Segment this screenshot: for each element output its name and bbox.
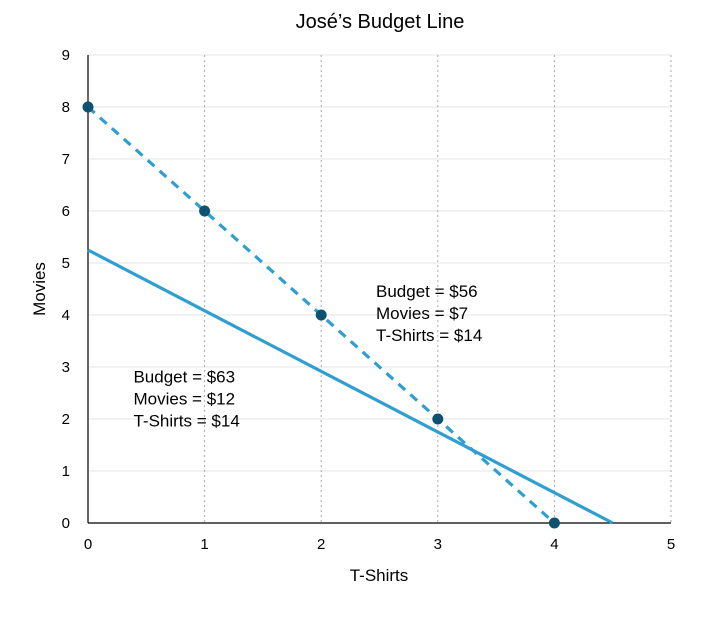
y-tick-label: 3: [62, 359, 70, 376]
series-layer: [82, 101, 614, 529]
y-tick-label: 6: [62, 203, 70, 220]
annotation-line: Budget = $56: [376, 282, 478, 301]
annotation-line: T-Shirts = $14: [133, 412, 239, 431]
grid: [88, 54, 672, 523]
budget-line-solid: [87, 248, 614, 525]
y-tick-label: 7: [62, 151, 70, 168]
annotation-solid-budget: Budget = $63 Movies = $12 T-Shirts = $14: [133, 368, 239, 431]
data-point: [82, 101, 94, 113]
y-axis-label: Movies: [30, 262, 49, 316]
x-tick-label: 1: [200, 536, 208, 553]
chart-title: José’s Budget Line: [296, 11, 465, 33]
y-tick-label: 4: [62, 307, 70, 324]
x-tick-label: 5: [667, 536, 675, 553]
x-tick-label: 2: [317, 536, 325, 553]
x-tick-label: 4: [550, 536, 558, 553]
annotation-line: T-Shirts = $14: [376, 326, 482, 345]
axes: [87, 55, 671, 524]
annotation-dashed-budget: Budget = $56 Movies = $7 T-Shirts = $14: [376, 282, 482, 345]
annotation-line: Movies = $12: [133, 390, 235, 409]
data-point: [548, 517, 560, 529]
data-point: [315, 309, 327, 321]
y-tick-label: 5: [62, 255, 70, 272]
x-tick-label: 3: [434, 536, 442, 553]
annotations: Budget = $56 Movies = $7 T-Shirts = $14Bud…: [133, 282, 482, 431]
x-axis-label: T-Shirts: [350, 566, 409, 585]
data-point: [432, 413, 444, 425]
y-tick-label: 1: [62, 463, 70, 480]
y-tick-label: 8: [62, 99, 70, 116]
annotation-line: Movies = $7: [376, 304, 468, 323]
y-tick-label: 9: [62, 47, 70, 64]
x-tick-label: 0: [84, 536, 92, 553]
y-tick-label: 0: [62, 515, 70, 532]
tick-labels: 0 1 2 3 4 5 0 1 2 3 4 5 6 7 8 9: [62, 47, 676, 553]
y-tick-label: 2: [62, 411, 70, 428]
annotation-line: Budget = $63: [133, 368, 235, 387]
data-point: [199, 205, 211, 217]
